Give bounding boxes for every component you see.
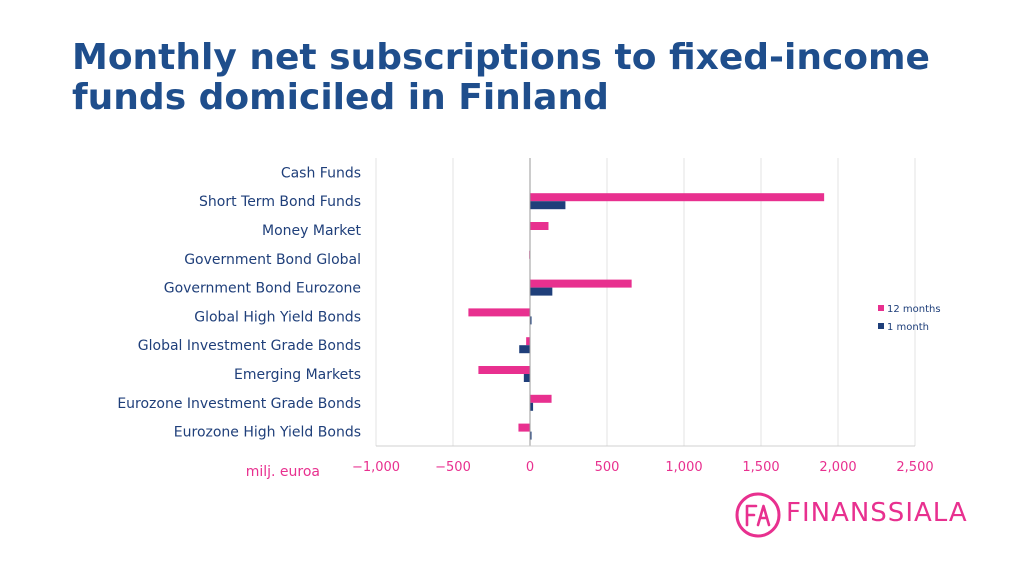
- brand-name: FINANSSIALA: [786, 498, 968, 528]
- category-label: Eurozone High Yield Bonds: [174, 425, 361, 441]
- bar-12-months-5: [468, 308, 530, 317]
- x-axis-unit-label: milj. euroa: [246, 464, 320, 480]
- bar-1-month-8: [530, 402, 534, 411]
- category-label: Money Market: [262, 223, 362, 239]
- legend-swatch-0: [878, 305, 884, 311]
- category-label: Short Term Bond Funds: [199, 194, 361, 210]
- bar-12-months-4: [530, 279, 632, 288]
- bar-1-month-6: [519, 345, 530, 354]
- legend-label: 12 months: [887, 304, 941, 315]
- x-tick-label: 1,000: [665, 460, 702, 475]
- x-tick-labels: −1,000 −500 0 500 1,000 1,500 2,000 2,500: [352, 460, 934, 475]
- bar-chart: Cash Funds Short Term Bond Funds Money Mar…: [117, 158, 941, 480]
- x-tick-label: 500: [595, 460, 620, 475]
- category-label: Government Bond Eurozone: [164, 281, 361, 297]
- category-label: Emerging Markets: [234, 367, 361, 383]
- x-tick-label: 2,000: [819, 460, 856, 475]
- category-label: Cash Funds: [281, 165, 361, 181]
- bar-12-months-6: [526, 337, 530, 346]
- x-tick-label: −1,000: [352, 460, 400, 475]
- x-tick-label: 0: [526, 460, 534, 475]
- bar-12-months-9: [518, 423, 530, 432]
- chart-bars: [468, 193, 825, 440]
- bar-1-month-4: [530, 287, 553, 296]
- finanssiala-logo: FINANSSIALA: [734, 490, 984, 542]
- chart-grid: [375, 158, 916, 446]
- x-tick-label: −500: [435, 460, 471, 475]
- bar-1-month-9: [530, 431, 532, 440]
- legend-label: 1 month: [887, 322, 929, 333]
- page-title: Monthly net subscriptions to fixed-incom…: [72, 37, 930, 118]
- fa-monogram-icon: [735, 492, 781, 538]
- category-label: Global High Yield Bonds: [194, 309, 361, 325]
- category-label: Global Investment Grade Bonds: [138, 338, 361, 354]
- bar-12-months-2: [530, 222, 549, 230]
- chart-axes: [376, 158, 915, 447]
- bar-12-months-8: [530, 394, 552, 403]
- category-labels: Cash Funds Short Term Bond Funds Money Mar…: [117, 165, 361, 440]
- bar-12-months-7: [478, 366, 530, 374]
- x-tick-label: 2,500: [896, 460, 933, 475]
- bar-1-month-7: [523, 374, 530, 382]
- bar-12-months-1: [530, 193, 825, 202]
- category-label: Eurozone Investment Grade Bonds: [117, 396, 361, 412]
- legend: 12 months 1 month: [878, 304, 941, 333]
- bar-1-month-1: [530, 201, 566, 210]
- category-label: Government Bond Global: [184, 252, 361, 268]
- x-tick-label: 1,500: [742, 460, 779, 475]
- bar-1-month-5: [530, 316, 532, 325]
- legend-swatch-1: [878, 323, 884, 329]
